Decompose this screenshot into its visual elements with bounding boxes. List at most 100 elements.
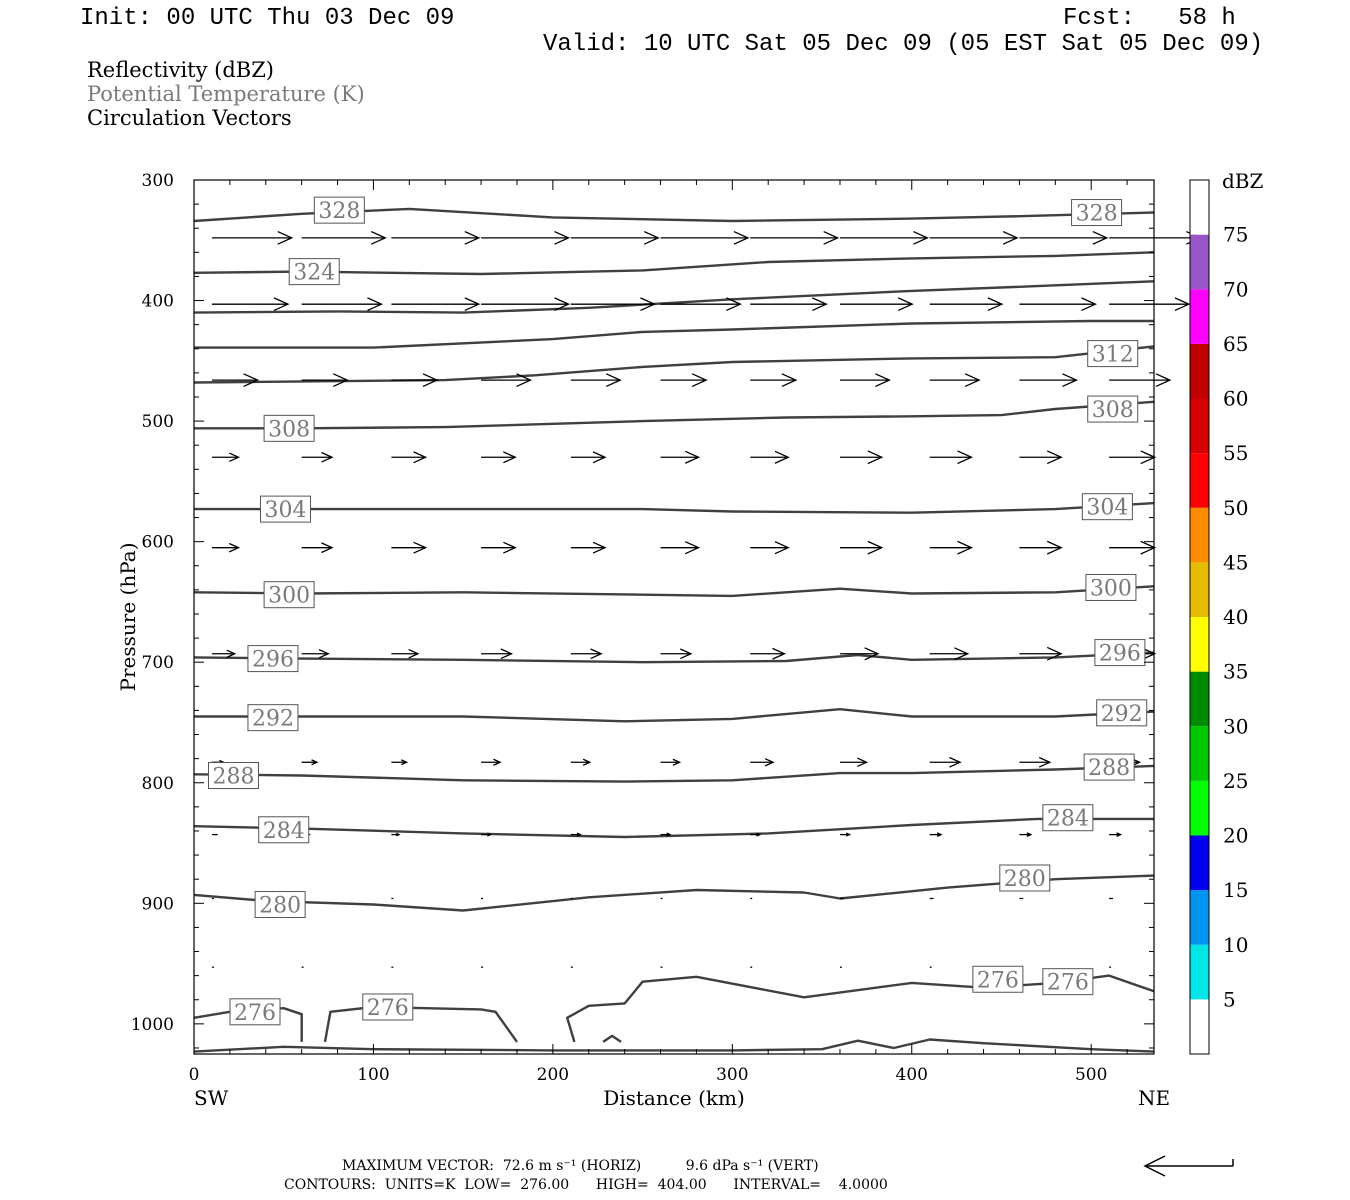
contours-footer: CONTOURS: UNITS=K LOW= 276.00 HIGH= 404.… <box>284 1177 888 1193</box>
circulation-vector <box>1109 832 1123 837</box>
max-vector-footer: MAXIMUM VECTOR: 72.6 m s⁻¹ (HORIZ) 9.6 d… <box>342 1158 819 1174</box>
circulation-vector <box>391 451 428 464</box>
theta-contour-label: 312 <box>1087 340 1139 368</box>
circulation-vector <box>660 832 672 837</box>
circulation-vector <box>1109 373 1172 388</box>
circulation-vector <box>1109 297 1191 312</box>
theta-contour-label: 284 <box>258 816 310 844</box>
circulation-vector <box>481 297 571 312</box>
circulation-vector <box>211 649 237 658</box>
colorbar-label: 55 <box>1223 441 1248 465</box>
circulation-vector <box>1019 756 1052 768</box>
x-tick-label: 500 <box>1075 1065 1107 1085</box>
theta-contour-label: 300 <box>263 581 315 609</box>
circulation-vector <box>301 542 334 554</box>
y-tick-label: 400 <box>142 292 174 312</box>
circulation-vector <box>570 832 582 837</box>
circulation-vector <box>570 373 622 388</box>
svg-text:296: 296 <box>252 648 294 673</box>
x-left-end-label: SW <box>194 1086 229 1110</box>
colorbar-swatch <box>1190 507 1209 563</box>
theta-contour-label: 324 <box>288 258 340 286</box>
circulation-vector <box>660 758 682 766</box>
theta-contour-label: 288 <box>1083 753 1135 781</box>
colorbar-label: 75 <box>1223 223 1248 247</box>
theta-contour-label: 304 <box>1081 493 1133 521</box>
circulation-vector <box>570 297 657 312</box>
svg-text:280: 280 <box>259 894 301 919</box>
circulation-vectors <box>211 230 1202 968</box>
circulation-vector <box>570 230 660 245</box>
circulation-vector <box>481 648 514 660</box>
theta-contour-label: 308 <box>1087 395 1139 423</box>
theta-contour-320 <box>193 280 1155 314</box>
circulation-vector <box>929 647 970 661</box>
circulation-vector <box>481 832 493 837</box>
colorbar-label: 50 <box>1223 496 1248 520</box>
colorbar-label: 20 <box>1223 824 1248 848</box>
svg-text:328: 328 <box>318 199 360 224</box>
y-tick-label: 500 <box>142 412 174 432</box>
theta-contour-label: 276 <box>229 998 281 1026</box>
vectors-legend: Circulation Vectors <box>87 106 292 130</box>
axes: 300 400 500 600 700 800 900 1000 0 100 200 300 400 50… <box>131 171 1154 1085</box>
theta-contour-label: 284 <box>1042 804 1094 832</box>
circulation-vector <box>660 450 701 464</box>
circulation-vector <box>391 373 439 388</box>
circulation-vector <box>750 647 787 660</box>
y-tick-label: 800 <box>142 774 174 794</box>
theta-contour-label: 304 <box>260 495 312 523</box>
circulation-vector <box>660 297 742 312</box>
svg-text:300: 300 <box>1090 576 1132 601</box>
theta-contours <box>193 207 1155 1053</box>
theta-contour-280 <box>193 874 1155 912</box>
y-tick-label: 1000 <box>131 1015 174 1035</box>
svg-text:292: 292 <box>1101 702 1143 727</box>
circulation-vector <box>1109 450 1157 465</box>
circulation-vector <box>211 452 241 463</box>
circulation-vector <box>839 540 884 555</box>
circulation-vector <box>929 297 1004 312</box>
theta-contour-292 <box>194 708 1155 723</box>
circulation-vector <box>660 648 693 660</box>
theta-contour-300 <box>193 585 1155 598</box>
colorbar-swatch <box>1190 890 1209 945</box>
circulation-vector <box>301 759 319 766</box>
theta-contour-276 <box>193 1007 303 1042</box>
circulation-vector <box>391 230 481 245</box>
colorbar-swatch <box>1190 726 1209 781</box>
circulation-vector <box>839 832 852 837</box>
theta-contour-label: 308 <box>263 414 315 442</box>
circulation-vector <box>750 230 840 245</box>
circulation-vector <box>750 832 762 837</box>
theta-contour-label: 328 <box>1071 199 1123 227</box>
theta-contour-label: 288 <box>207 762 259 790</box>
circulation-vector <box>570 451 607 464</box>
circulation-vector <box>839 647 880 661</box>
theta-contour-label: 276 <box>972 965 1024 993</box>
circulation-vector <box>211 542 241 553</box>
theta-contour-label: 296 <box>1094 639 1146 667</box>
init-time: Init: 00 UTC Thu 03 Dec 09 <box>80 5 455 32</box>
y-tick-label: 900 <box>142 894 174 914</box>
theta-contour-276 <box>323 1005 518 1043</box>
colorbar-unit: dBZ <box>1222 169 1264 193</box>
theta-contour-label: 280 <box>999 864 1051 892</box>
svg-text:276: 276 <box>367 996 409 1021</box>
circulation-vector <box>839 450 884 465</box>
theta-contour-276 <box>602 1034 622 1043</box>
svg-text:304: 304 <box>1086 496 1128 521</box>
circulation-vector <box>839 297 914 312</box>
y-tick-label: 700 <box>142 653 174 673</box>
theta-contour-label: 300 <box>1085 573 1137 601</box>
colorbar-swatch <box>1190 453 1209 508</box>
x-axis-title: Distance (km) <box>603 1086 745 1110</box>
plot-frame <box>193 179 1155 1055</box>
svg-text:304: 304 <box>265 498 307 523</box>
x-tick-label: 400 <box>896 1065 928 1085</box>
colorbar-swatch <box>1190 780 1209 836</box>
theta-contour-296 <box>193 651 1155 664</box>
svg-text:276: 276 <box>977 968 1019 993</box>
circulation-vector <box>301 451 334 463</box>
reflectivity-legend: Reflectivity (dBZ) <box>87 58 275 82</box>
